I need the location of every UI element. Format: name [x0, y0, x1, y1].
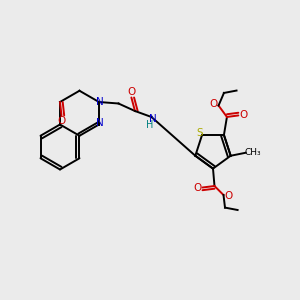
Text: O: O: [240, 110, 248, 121]
Text: S: S: [196, 128, 203, 139]
Text: N: N: [96, 118, 104, 128]
Text: O: O: [193, 183, 201, 193]
Text: O: O: [127, 87, 136, 97]
Text: N: N: [149, 114, 157, 124]
Text: O: O: [209, 99, 217, 109]
Text: O: O: [57, 116, 66, 126]
Text: CH₃: CH₃: [245, 148, 262, 157]
Text: H: H: [146, 119, 154, 130]
Text: O: O: [225, 190, 233, 201]
Text: N: N: [96, 97, 104, 107]
